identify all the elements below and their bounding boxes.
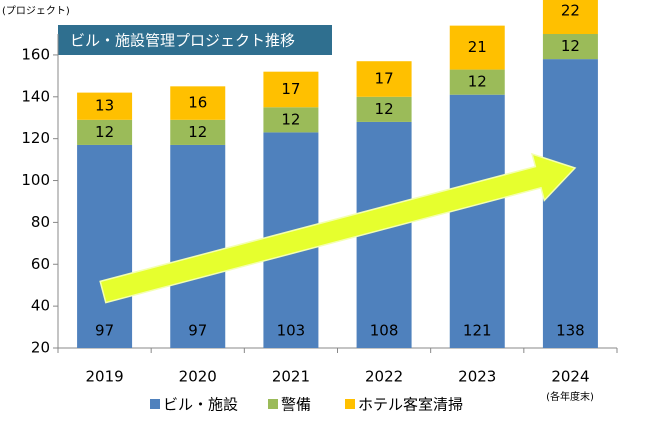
legend-label: ホテル客室清掃 bbox=[358, 396, 463, 414]
data-label: 21 bbox=[468, 38, 487, 56]
bar-segment bbox=[542, 34, 598, 60]
bar-segment bbox=[263, 71, 319, 108]
bar-segment bbox=[170, 119, 226, 145]
data-label: 12 bbox=[281, 110, 300, 128]
bar-segment bbox=[356, 61, 412, 97]
y-tick-label: 40 bbox=[31, 297, 50, 315]
bar-segment bbox=[77, 92, 133, 120]
y-tick-label: 60 bbox=[31, 255, 50, 273]
trend-arrow bbox=[99, 152, 577, 304]
bar-segment bbox=[263, 107, 319, 133]
data-label: 97 bbox=[95, 322, 114, 340]
data-label: 97 bbox=[188, 322, 207, 340]
bar-segment bbox=[77, 144, 133, 348]
title-box bbox=[58, 25, 332, 55]
legend-marker bbox=[150, 399, 160, 409]
y-tick-label: 120 bbox=[21, 129, 50, 147]
data-label: 13 bbox=[95, 97, 114, 115]
bar-segment bbox=[170, 144, 226, 348]
y-tick-label: 140 bbox=[21, 87, 50, 105]
x-tick-label: 2022 bbox=[365, 368, 403, 386]
legend-marker bbox=[345, 399, 355, 409]
data-label: 12 bbox=[95, 123, 114, 141]
y-tick-label: 160 bbox=[21, 45, 50, 63]
data-label: 121 bbox=[463, 322, 492, 340]
x-tick-label: 2024 bbox=[551, 368, 589, 386]
bar-segment bbox=[170, 86, 226, 120]
data-label: 12 bbox=[468, 73, 487, 91]
bar-segment bbox=[449, 25, 505, 70]
data-label: 103 bbox=[277, 322, 306, 340]
data-label: 22 bbox=[561, 1, 580, 19]
y-axis-label: (プロジェクト) bbox=[2, 5, 70, 17]
chart-title: ビル・施設管理プロジェクト推移 bbox=[70, 32, 295, 50]
bar-segment bbox=[77, 119, 133, 145]
data-label: 108 bbox=[370, 322, 399, 340]
data-label: 138 bbox=[556, 322, 585, 340]
x-tick-label: 2020 bbox=[179, 368, 217, 386]
bar-segment bbox=[449, 94, 505, 348]
x-tick-label: 2023 bbox=[458, 368, 496, 386]
y-tick-label: 100 bbox=[21, 171, 50, 189]
legend-label: 警備 bbox=[281, 396, 311, 414]
x-tick-label: 2019 bbox=[85, 368, 123, 386]
data-label: 12 bbox=[375, 100, 394, 118]
data-label: 12 bbox=[188, 123, 207, 141]
y-tick-label: 20 bbox=[31, 339, 50, 357]
x-tick-label: 2021 bbox=[272, 368, 310, 386]
note: (各年度末) bbox=[546, 390, 594, 403]
plot-area: 20 40 60 80 100 120 140 160 2019 97 12 13 2020 97 12 16… bbox=[21, 0, 618, 386]
bar-segment bbox=[449, 69, 505, 95]
bar-segment bbox=[542, 59, 598, 349]
data-label: 17 bbox=[375, 70, 394, 88]
bar-segment bbox=[542, 0, 598, 34]
data-label: 17 bbox=[281, 80, 300, 98]
data-label: 12 bbox=[561, 37, 580, 55]
legend-marker bbox=[268, 399, 278, 409]
bar-segment bbox=[356, 121, 412, 348]
legend-label: ビル・施設 bbox=[163, 396, 238, 414]
y-tick-label: 80 bbox=[31, 213, 50, 231]
data-label: 16 bbox=[188, 94, 207, 112]
bar-segment bbox=[356, 96, 412, 122]
